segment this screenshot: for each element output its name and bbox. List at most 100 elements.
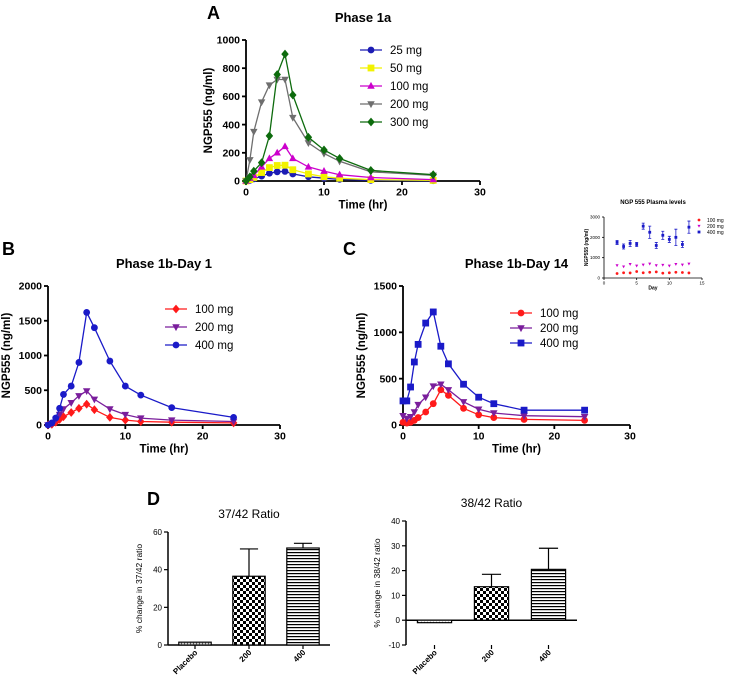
data-point — [661, 263, 665, 267]
legend-marker — [367, 64, 375, 72]
y-tick-label: -10 — [388, 641, 400, 650]
y-axis-label: NGP555 (ng/ml) — [356, 313, 368, 399]
y-axis-label: NGP555 (ng/ml) — [203, 68, 215, 154]
legend-label: 300 mg — [390, 117, 428, 129]
data-point — [687, 271, 691, 275]
data-point — [273, 162, 281, 169]
y-tick-label: 1000 — [217, 35, 241, 47]
data-point — [661, 271, 665, 275]
data-point — [635, 264, 639, 268]
panel-letter-c: C — [343, 239, 356, 259]
legend-marker — [517, 339, 525, 347]
chart-title: Phase 1b-Day 14 — [465, 256, 569, 271]
data-point — [59, 412, 68, 422]
data-point — [422, 408, 430, 416]
data-point — [661, 233, 665, 237]
chart-phase-1a: Phase 1a 0 200 400 600 800 1000 0 10 20 30 Time (hr… — [203, 10, 486, 212]
y-tick-label: 0 — [396, 616, 401, 625]
x-axis-label: Day — [648, 286, 657, 292]
data-point — [414, 401, 422, 409]
y-axis-label: % change in 38/42 ratio — [372, 538, 382, 628]
legend-marker — [172, 324, 180, 332]
data-point — [429, 400, 437, 408]
data-point — [445, 360, 452, 368]
data-point — [265, 131, 274, 141]
data-point — [121, 411, 130, 419]
data-point — [681, 243, 684, 246]
data-point — [581, 406, 588, 414]
error-bar — [538, 547, 559, 570]
x-tick-label: 10 — [119, 431, 131, 443]
data-point — [257, 158, 266, 168]
data-point — [422, 319, 430, 327]
data-point — [406, 413, 415, 421]
data-point — [490, 414, 498, 421]
series-300-mg — [242, 49, 437, 186]
x-axis-label: Time (hr) — [492, 444, 541, 456]
data-point — [273, 168, 281, 176]
data-point — [459, 399, 468, 406]
data-point — [55, 415, 64, 424]
data-point — [648, 270, 652, 274]
data-point — [335, 170, 344, 178]
data-point — [289, 166, 297, 174]
y-tick-label: 1500 — [374, 281, 398, 293]
y-tick-label: 30 — [391, 542, 400, 551]
data-point — [580, 413, 589, 421]
y-tick-label: 1000 — [374, 327, 398, 339]
bar-200 — [232, 575, 266, 646]
data-point — [52, 414, 60, 422]
data-point — [667, 237, 671, 241]
legend-label: 50 mg — [390, 63, 422, 75]
y-tick-label: 0 — [36, 420, 42, 432]
data-point — [56, 404, 63, 412]
data-point — [437, 381, 445, 389]
data-point — [635, 270, 639, 273]
data-point — [410, 358, 418, 366]
data-point — [258, 169, 265, 176]
legend-label: 200 mg — [390, 99, 428, 111]
data-point — [75, 393, 83, 400]
data-point — [429, 308, 437, 316]
legend: 100 mg 200 mg 400 mg — [165, 304, 233, 352]
chart-title: Phase 1b-Day 1 — [116, 256, 212, 271]
x-tick-label: 0 — [45, 431, 51, 443]
data-point — [90, 405, 99, 415]
x-tick-label: 10 — [473, 431, 485, 443]
x-tick-label: 10 — [667, 281, 673, 286]
data-point — [320, 167, 328, 174]
data-point — [304, 162, 313, 170]
data-point — [75, 359, 83, 366]
x-tick-label: 400 — [537, 648, 553, 664]
legend-marker — [367, 101, 375, 109]
data-point — [628, 242, 632, 245]
legend-marker — [172, 341, 180, 349]
data-point — [75, 403, 83, 413]
data-point — [67, 382, 75, 390]
legend-marker — [172, 304, 180, 314]
series-400-mg — [615, 220, 691, 250]
y-tick-label: 2000 — [19, 281, 43, 293]
data-point — [273, 70, 281, 79]
y-tick-label: 500 — [379, 373, 397, 385]
y-tick-label: 20 — [391, 567, 400, 576]
data-point — [304, 140, 313, 148]
y-tick-label: 0 — [597, 276, 600, 281]
legend-label: 100 mg — [195, 304, 233, 316]
data-point — [281, 168, 289, 175]
data-point — [137, 391, 145, 399]
legend-label: 100 mg — [707, 218, 724, 224]
bar-400 — [286, 547, 320, 646]
data-point — [266, 164, 273, 172]
data-point — [250, 166, 258, 176]
data-point — [475, 393, 483, 401]
legend-marker — [367, 117, 375, 127]
chart-phase-1b-day-1: Phase 1b-Day 1 0 500 1000 1500 2000 0 10 20 30 Tim… — [1, 256, 286, 456]
legend: 25 mg 50 mg 100 mg 200 mg 300 mg — [360, 45, 428, 129]
y-tick-label: 20 — [153, 603, 162, 612]
x-tick-label: 400 — [292, 648, 308, 664]
data-point — [654, 264, 658, 268]
legend-label: 100 mg — [540, 308, 578, 320]
x-tick-label: 0 — [603, 281, 606, 286]
y-tick-label: 0 — [391, 420, 397, 432]
